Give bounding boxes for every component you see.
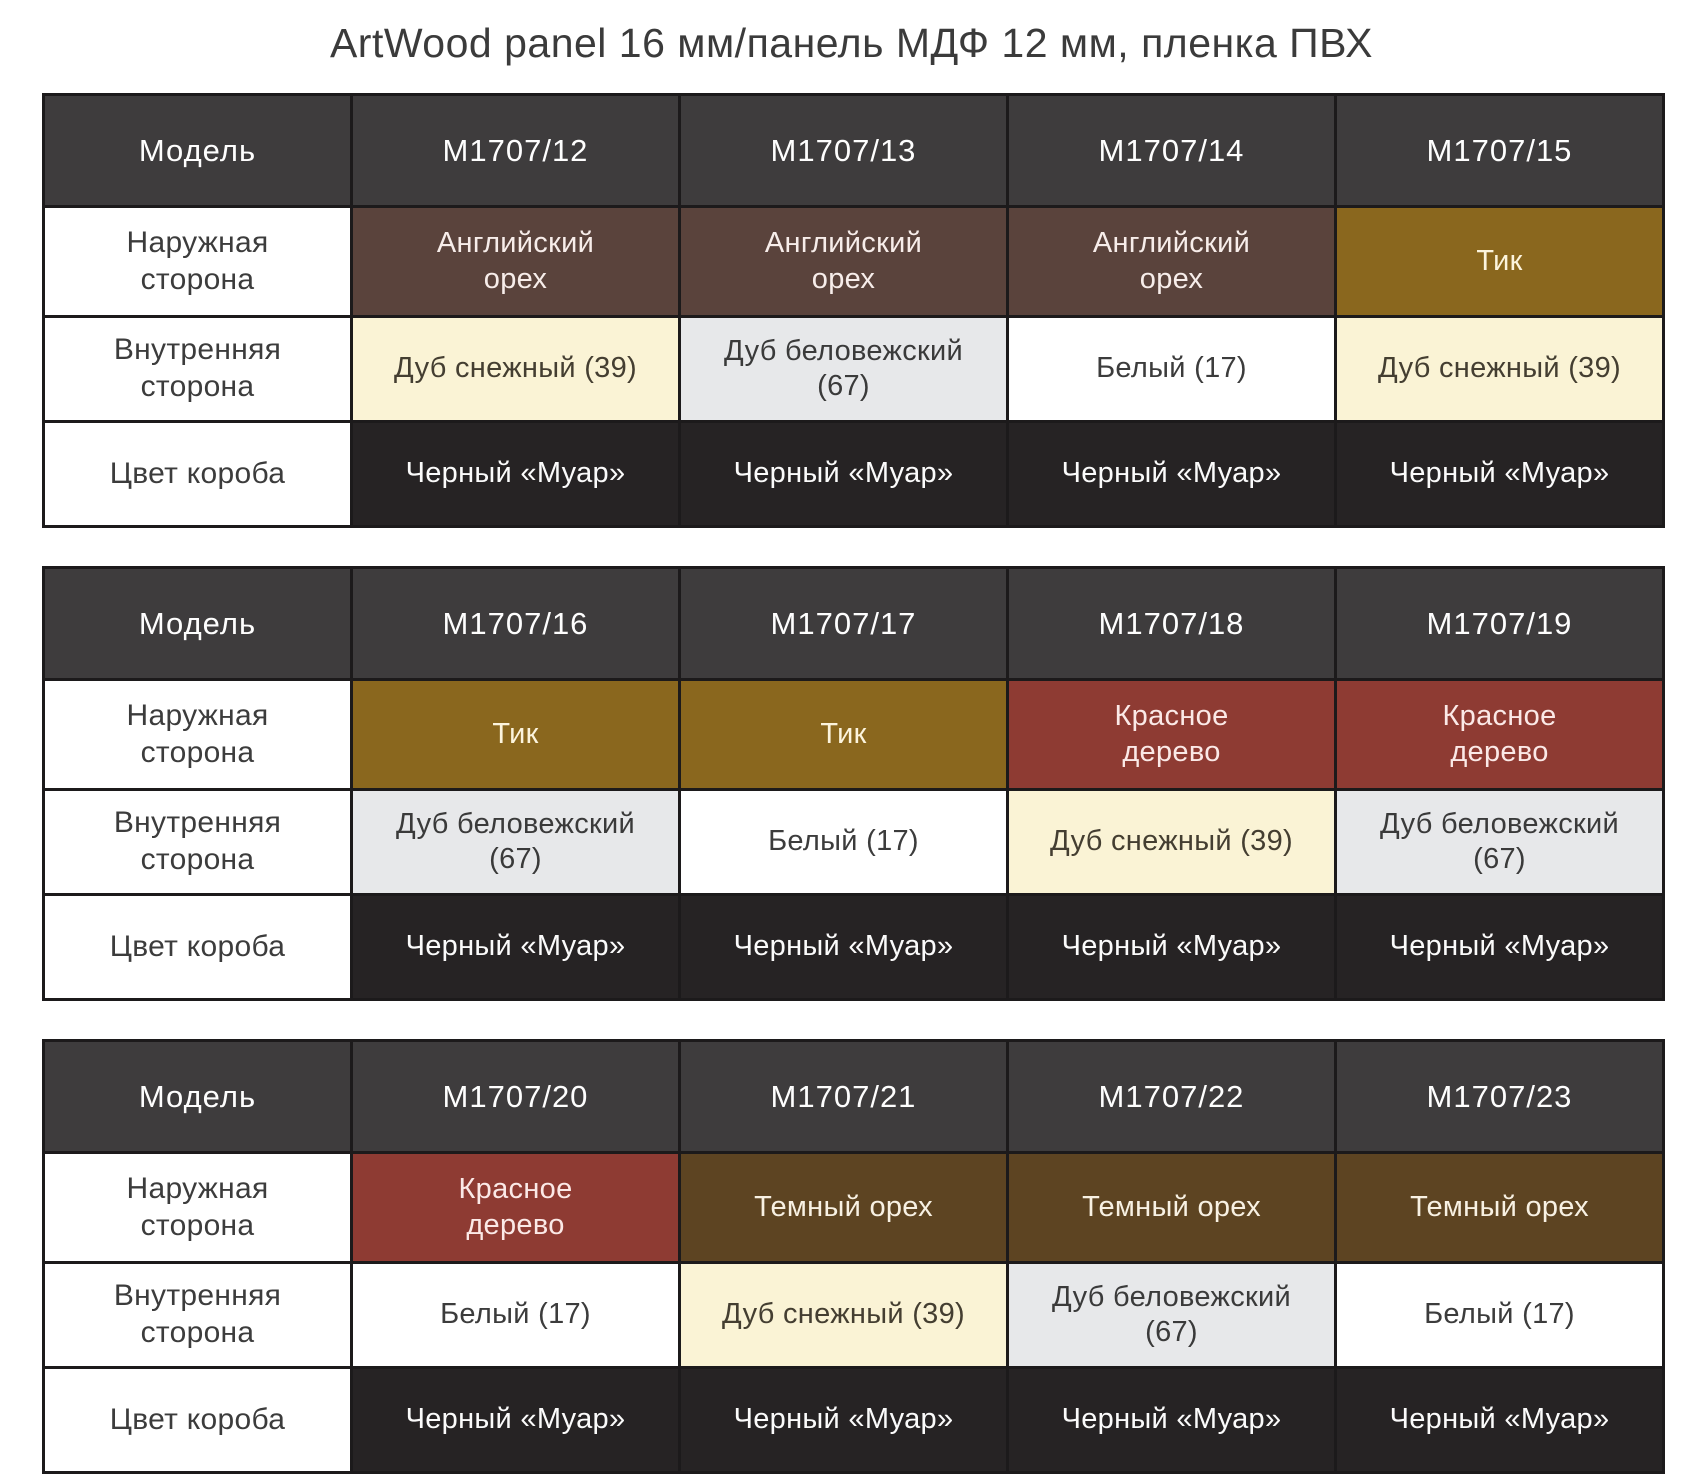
outer-side-row: Наружная сторона Тик Тик Красное дерево Крас… <box>42 678 1665 791</box>
row-label-inner: Внутренняя сторона <box>42 1261 353 1369</box>
model-cell: M1707/18 <box>1006 566 1337 681</box>
inner-finish-cell: Белый (17) <box>1334 1261 1665 1369</box>
model-cell: M1707/16 <box>350 566 681 681</box>
outer-finish-cell: Английский орех <box>1006 205 1337 318</box>
outer-finish-cell: Темный орех <box>1006 1151 1337 1264</box>
outer-finish-cell: Красное дерево <box>350 1151 681 1264</box>
box-color-row: Цвет короба Черный «Муар» Черный «Муар» Чер… <box>42 1366 1665 1474</box>
inner-finish-cell: Белый (17) <box>350 1261 681 1369</box>
spec-table-1: Модель M1707/12 M1707/13 M1707/14 M1707/15 На… <box>42 93 1665 528</box>
box-color-cell: Черный «Муар» <box>678 893 1009 1001</box>
box-color-row: Цвет короба Черный «Муар» Черный «Муар» Чер… <box>42 893 1665 1001</box>
spec-tables-container: Модель M1707/12 M1707/13 M1707/14 M1707/15 На… <box>0 93 1703 1474</box>
inner-side-row: Внутренняя сторона Белый (17) Дуб снежный … <box>42 1261 1665 1369</box>
model-cell: M1707/12 <box>350 93 681 208</box>
row-label-outer: Наружная сторона <box>42 1151 353 1264</box>
box-color-cell: Черный «Муар» <box>1006 420 1337 528</box>
outer-finish-cell: Красное дерево <box>1334 678 1665 791</box>
box-color-cell: Черный «Муар» <box>1334 1366 1665 1474</box>
inner-finish-cell: Дуб беловежский (67) <box>350 788 681 896</box>
inner-finish-cell: Белый (17) <box>1006 315 1337 423</box>
row-label-inner: Внутренняя сторона <box>42 315 353 423</box>
spec-table-2: Модель M1707/16 M1707/17 M1707/18 M1707/19 На… <box>42 566 1665 1001</box>
outer-finish-cell: Темный орех <box>1334 1151 1665 1264</box>
box-color-cell: Черный «Муар» <box>678 1366 1009 1474</box>
box-color-cell: Черный «Муар» <box>1006 893 1337 1001</box>
outer-finish-cell: Тик <box>350 678 681 791</box>
model-cell: M1707/15 <box>1334 93 1665 208</box>
inner-finish-cell: Дуб беловежский (67) <box>1334 788 1665 896</box>
spec-table-3: Модель M1707/20 M1707/21 M1707/22 M1707/23 На… <box>42 1039 1665 1474</box>
model-cell: M1707/20 <box>350 1039 681 1154</box>
model-row: Модель M1707/20 M1707/21 M1707/22 M1707/23 <box>42 1039 1665 1154</box>
outer-finish-cell: Тик <box>1334 205 1665 318</box>
model-cell: M1707/21 <box>678 1039 1009 1154</box>
inner-finish-cell: Дуб беловежский (67) <box>1006 1261 1337 1369</box>
inner-finish-cell: Дуб снежный (39) <box>1334 315 1665 423</box>
box-color-cell: Черный «Муар» <box>350 1366 681 1474</box>
box-color-cell: Черный «Муар» <box>350 893 681 1001</box>
outer-finish-cell: Темный орех <box>678 1151 1009 1264</box>
outer-side-row: Наружная сторона Английский орех Английски… <box>42 205 1665 318</box>
box-color-cell: Черный «Муар» <box>1334 420 1665 528</box>
box-color-cell: Черный «Муар» <box>1006 1366 1337 1474</box>
row-label-model: Модель <box>42 93 353 208</box>
model-cell: M1707/13 <box>678 93 1009 208</box>
box-color-cell: Черный «Муар» <box>678 420 1009 528</box>
row-label-outer: Наружная сторона <box>42 678 353 791</box>
outer-finish-cell: Английский орех <box>678 205 1009 318</box>
model-cell: M1707/19 <box>1334 566 1665 681</box>
model-row: Модель M1707/16 M1707/17 M1707/18 M1707/19 <box>42 566 1665 681</box>
model-cell: M1707/17 <box>678 566 1009 681</box>
inner-finish-cell: Дуб беловежский (67) <box>678 315 1009 423</box>
box-color-cell: Черный «Муар» <box>350 420 681 528</box>
model-cell: M1707/22 <box>1006 1039 1337 1154</box>
model-cell: M1707/14 <box>1006 93 1337 208</box>
row-label-outer: Наружная сторона <box>42 205 353 318</box>
row-label-box: Цвет короба <box>42 893 353 1001</box>
outer-finish-cell: Английский орех <box>350 205 681 318</box>
box-color-cell: Черный «Муар» <box>1334 893 1665 1001</box>
row-label-model: Модель <box>42 566 353 681</box>
row-label-box: Цвет короба <box>42 1366 353 1474</box>
model-cell: M1707/23 <box>1334 1039 1665 1154</box>
page-title: ArtWood panel 16 мм/панель МДФ 12 мм, пл… <box>329 20 1374 66</box>
inner-finish-cell: Дуб снежный (39) <box>1006 788 1337 896</box>
inner-finish-cell: Дуб снежный (39) <box>350 315 681 423</box>
row-label-inner: Внутренняя сторона <box>42 788 353 896</box>
outer-finish-cell: Красное дерево <box>1006 678 1337 791</box>
outer-finish-cell: Тик <box>678 678 1009 791</box>
inner-finish-cell: Белый (17) <box>678 788 1009 896</box>
outer-side-row: Наружная сторона Красное дерево Темный оре… <box>42 1151 1665 1264</box>
inner-finish-cell: Дуб снежный (39) <box>678 1261 1009 1369</box>
row-label-model: Модель <box>42 1039 353 1154</box>
model-row: Модель M1707/12 M1707/13 M1707/14 M1707/15 <box>42 93 1665 208</box>
box-color-row: Цвет короба Черный «Муар» Черный «Муар» Чер… <box>42 420 1665 528</box>
inner-side-row: Внутренняя сторона Дуб беловежский (67) Бе… <box>42 788 1665 896</box>
row-label-box: Цвет короба <box>42 420 353 528</box>
inner-side-row: Внутренняя сторона Дуб снежный (39) Дуб бе… <box>42 315 1665 423</box>
